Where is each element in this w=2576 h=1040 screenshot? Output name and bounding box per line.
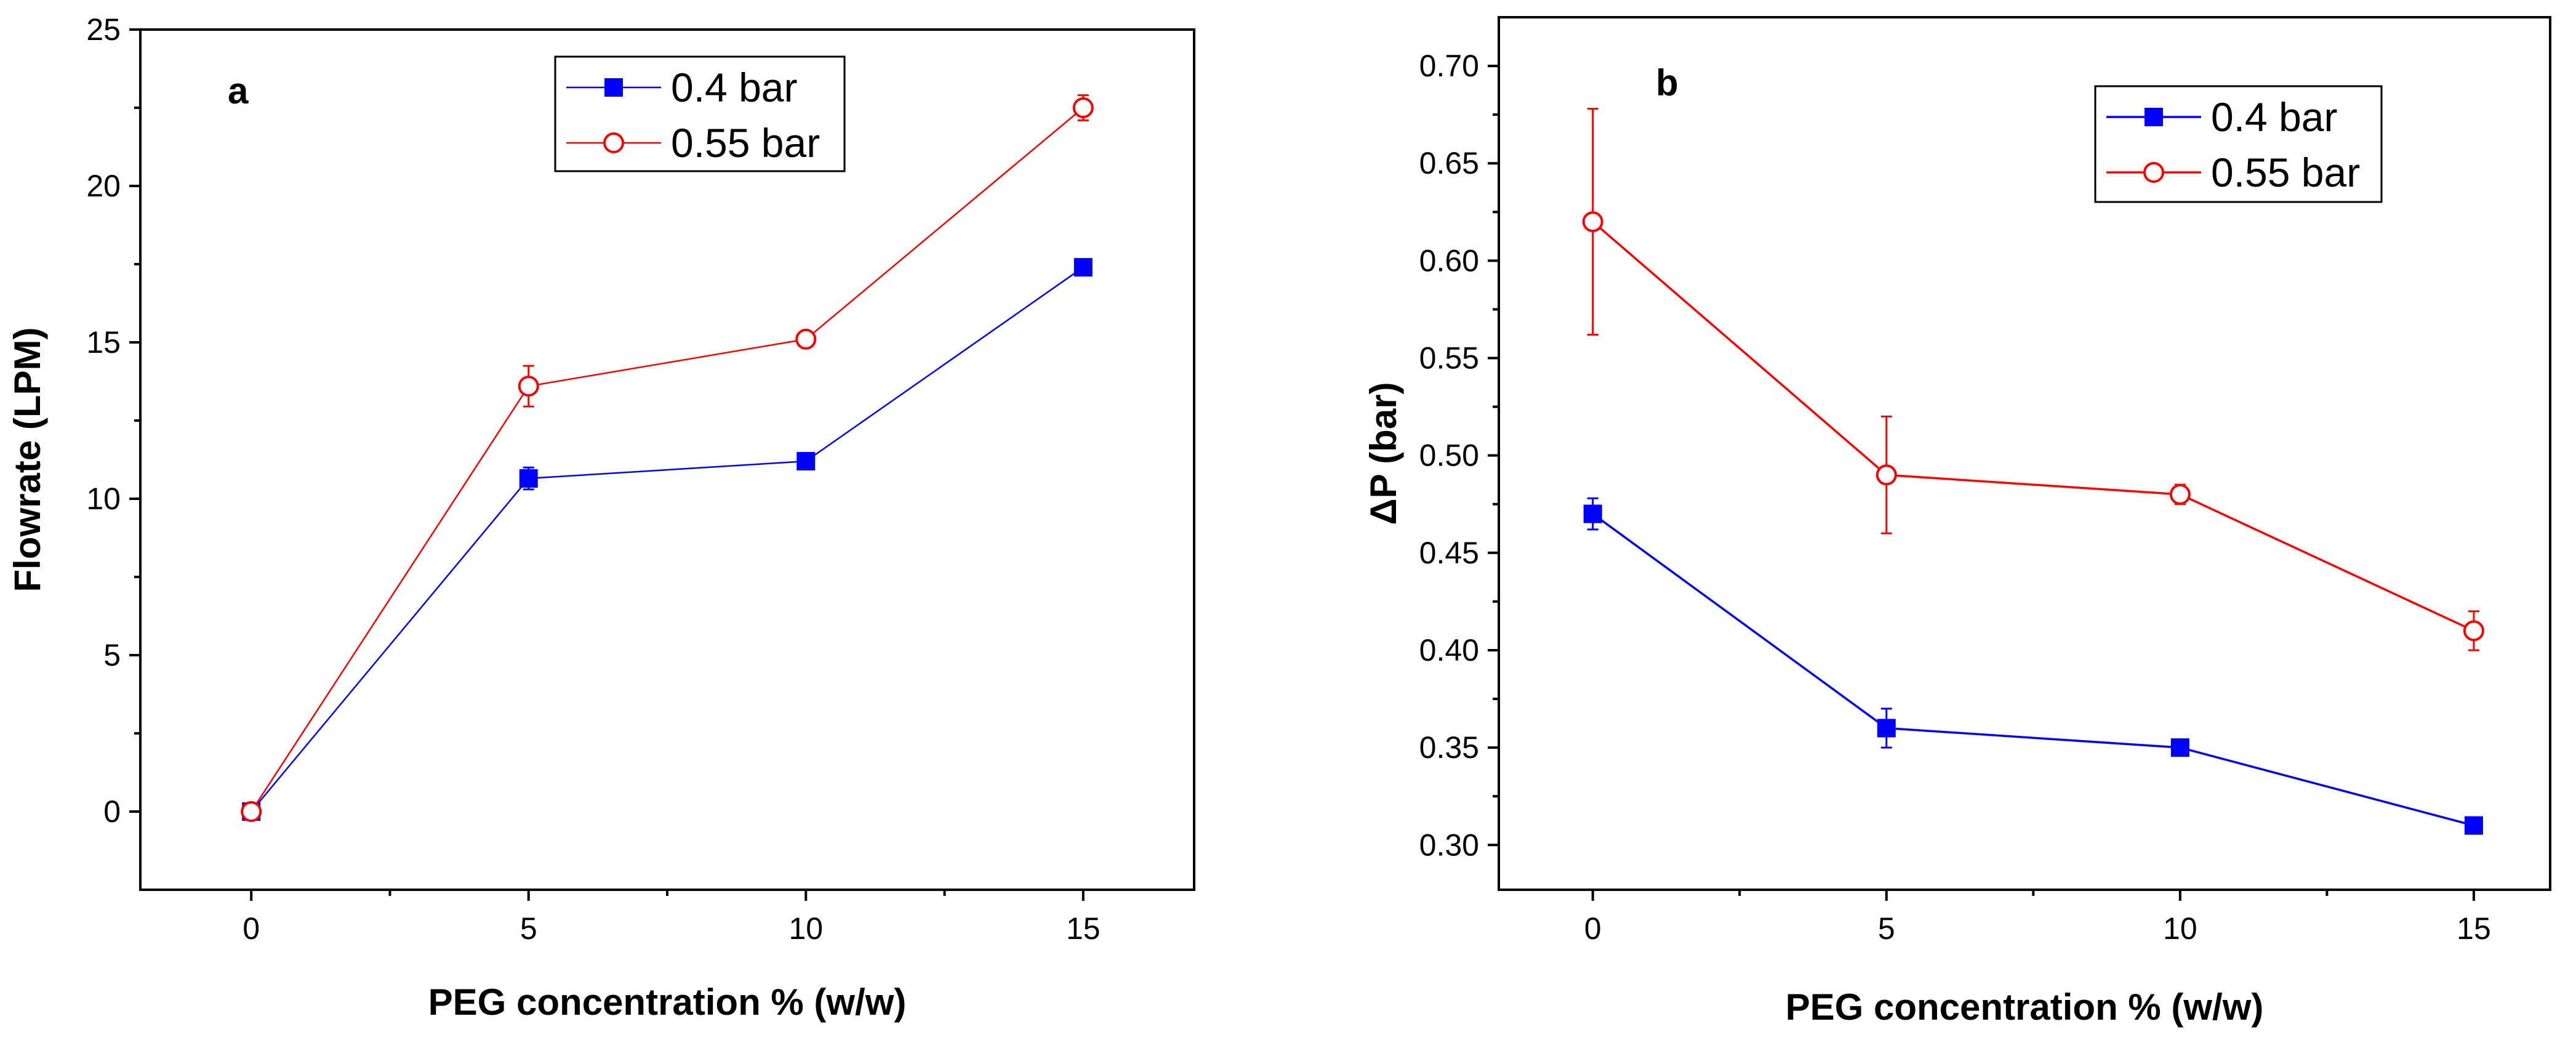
x-tick-label: 15 bbox=[2457, 911, 2491, 946]
legend-marker-circle bbox=[603, 132, 624, 153]
series-line bbox=[251, 267, 1084, 812]
x-axis-title: PEG concentration % (w/w) bbox=[1786, 986, 2264, 1028]
x-tick-label: 15 bbox=[1066, 911, 1101, 946]
data-point-circle bbox=[2463, 620, 2484, 642]
series-0-55-bar bbox=[241, 94, 1094, 822]
legend-marker-square bbox=[2145, 108, 2163, 126]
y-tick-label: 0.65 bbox=[1419, 146, 1479, 180]
legend-label: 0.4 bar bbox=[2211, 94, 2337, 140]
data-point-square bbox=[2170, 738, 2189, 757]
y-axis-title: ΔP (bar) bbox=[1363, 382, 1404, 525]
x-tick-label: 5 bbox=[520, 911, 537, 946]
y-tick-label: 0.35 bbox=[1419, 730, 1479, 765]
x-tick-label: 10 bbox=[788, 911, 823, 946]
data-point-square bbox=[1583, 504, 1602, 523]
series-0-4-bar bbox=[242, 258, 1093, 821]
legend-marker-square bbox=[604, 78, 623, 97]
series-line bbox=[1592, 513, 2474, 827]
panel-b-pressure-drop-chart: 0.30 0.35 0.40 0.45 0.50 0.55 0.60 0.65 0.70 0 5 10… bbox=[1363, 16, 2551, 1028]
x-axis-title: PEG concentration % (w/w) bbox=[428, 982, 907, 1023]
data-point-circle bbox=[795, 328, 817, 350]
y-tick-label: 0.50 bbox=[1419, 438, 1479, 473]
data-point-circle bbox=[241, 801, 262, 822]
y-tick-label: 0.45 bbox=[1419, 536, 1479, 570]
data-point-square bbox=[519, 469, 538, 488]
legend-marker-circle bbox=[2143, 162, 2164, 183]
data-point-circle bbox=[2169, 483, 2191, 505]
legend-box bbox=[2094, 85, 2383, 203]
y-tick-label: 0.30 bbox=[1419, 828, 1479, 862]
y-tick-label: 0.55 bbox=[1419, 341, 1479, 376]
data-point-square bbox=[2464, 816, 2483, 835]
y-tick-label: 15 bbox=[86, 325, 121, 360]
y-tick-label: 20 bbox=[86, 169, 121, 203]
data-point-circle bbox=[1072, 97, 1094, 118]
x-tick-label: 0 bbox=[1584, 911, 1602, 946]
panel-label: a bbox=[228, 70, 249, 111]
y-axis-title: Flowrate (LPM) bbox=[7, 328, 48, 592]
y-tick-label: 5 bbox=[103, 638, 121, 672]
series-0-4-bar bbox=[1583, 497, 2483, 835]
y-tick-label: 0.70 bbox=[1419, 49, 1479, 83]
plot-frame bbox=[1498, 16, 2551, 891]
panel-label: b bbox=[1656, 62, 1679, 103]
y-tick-label: 0.40 bbox=[1419, 633, 1479, 667]
series-line bbox=[1592, 220, 2474, 632]
data-point-circle bbox=[518, 376, 539, 397]
series-0-55-bar bbox=[1582, 108, 2484, 651]
data-point-square bbox=[1877, 719, 1896, 738]
legend: 0.4 bar 0.55 bar bbox=[554, 55, 846, 172]
y-tick-label: 10 bbox=[86, 482, 121, 516]
x-tick-label: 10 bbox=[2163, 911, 2197, 946]
data-point-square bbox=[1073, 258, 1093, 277]
x-tick-label: 0 bbox=[243, 911, 260, 946]
legend-box bbox=[554, 55, 846, 172]
legend-label: 0.55 bar bbox=[2211, 150, 2360, 195]
legend-label: 0.4 bar bbox=[671, 65, 797, 110]
data-point-circle bbox=[1582, 211, 1603, 233]
legend: 0.4 bar 0.55 bar bbox=[2094, 85, 2383, 203]
data-point-square bbox=[796, 452, 816, 471]
y-tick-label: 0 bbox=[103, 794, 121, 829]
series-line bbox=[251, 107, 1084, 812]
y-tick-label: 0.60 bbox=[1419, 243, 1479, 278]
data-point-circle bbox=[1876, 464, 1897, 486]
y-tick-label: 25 bbox=[86, 12, 121, 47]
legend-label: 0.55 bar bbox=[671, 120, 820, 166]
x-tick-label: 5 bbox=[1878, 911, 1895, 946]
panel-a-flowrate-chart: 0 5 10 15 20 25 0 5 10 15 PEG concentration % (w/w… bbox=[7, 12, 1195, 1023]
